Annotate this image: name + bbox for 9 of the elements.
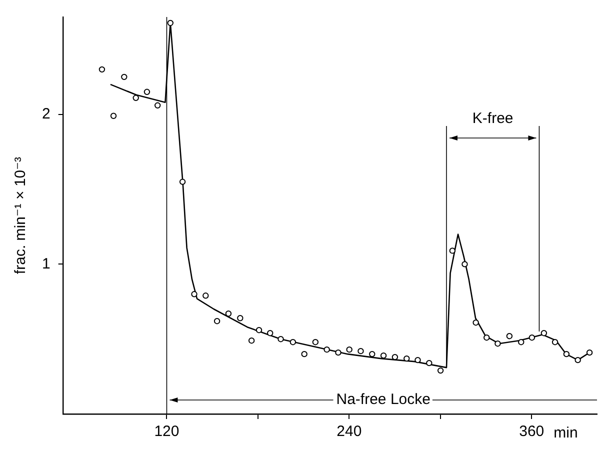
y-axis-title: frac. min⁻¹ × 10⁻³ <box>12 156 30 274</box>
x-tick-label: 240 <box>336 423 362 440</box>
ref-line-label: Na-free Locke <box>336 391 430 408</box>
y-tick-label: 1 <box>42 255 50 272</box>
x-tick-label: 120 <box>154 423 180 440</box>
y-tick-label: 2 <box>42 106 50 123</box>
ref-line-label: K-free <box>472 110 514 128</box>
x-axis-title: min <box>554 424 578 442</box>
x-tick-label: 360 <box>519 423 544 440</box>
